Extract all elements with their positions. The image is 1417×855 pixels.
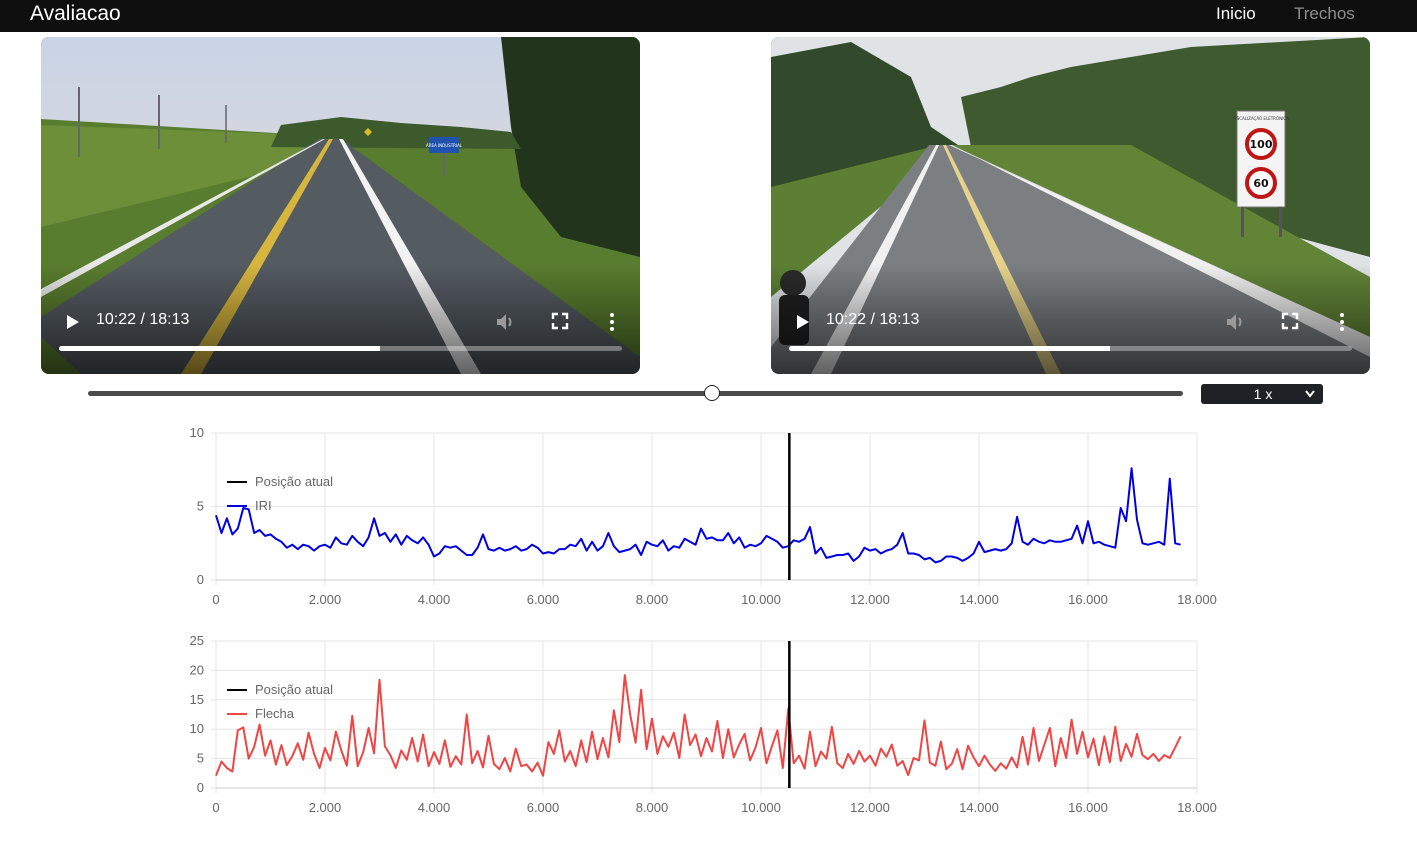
play-icon[interactable] — [63, 312, 83, 332]
legend-flecha-label: Flecha — [255, 706, 295, 721]
iri-y-tick-label: 0 — [197, 572, 204, 587]
flecha-x-tick-label: 6.000 — [527, 800, 560, 815]
flecha-y-tick-label: 20 — [190, 662, 204, 677]
iri-x-tick-label: 18.000 — [1177, 592, 1217, 607]
video-progress-fill — [59, 346, 381, 351]
iri-x-tick-label: 16.000 — [1068, 592, 1108, 607]
video-progress[interactable] — [59, 346, 622, 351]
iri-x-tick-label: 2.000 — [309, 592, 342, 607]
speed-select[interactable]: 1 x — [1201, 384, 1323, 404]
iri-x-tick-label: 0 — [212, 592, 219, 607]
fullscreen-icon[interactable] — [1281, 312, 1299, 330]
iri-chart-svg: 0 2.000 4.000 6.000 8.000 10.000 12.000 14.000 1… — [190, 425, 1217, 607]
iri-chart: 0 2.000 4.000 6.000 8.000 10.000 12.000 14.000 1… — [180, 425, 1220, 610]
flecha-y-tick-label: 15 — [190, 692, 204, 707]
iri-series-line — [215, 467, 1181, 564]
legend-position-label: Posição atual — [255, 682, 334, 697]
fullscreen-icon[interactable] — [551, 312, 569, 330]
iri-x-tick-label: 8.000 — [636, 592, 669, 607]
flecha-chart-svg: 0 2.000 4.000 6.000 8.000 10.000 12.000 14.000 1… — [190, 633, 1217, 815]
position-slider-thumb[interactable] — [704, 385, 721, 401]
chevron-down-icon — [1305, 390, 1315, 398]
info-sign-board — [429, 137, 459, 153]
flecha-x-tick-label: 16.000 — [1068, 800, 1108, 815]
flecha-y-tick-label: 25 — [190, 633, 204, 648]
iri-y-tick-label: 10 — [190, 425, 204, 440]
nav-inicio[interactable]: Inicio — [1216, 4, 1256, 23]
flecha-x-tick-label: 8.000 — [636, 800, 669, 815]
navbar: Avaliacao Inicio Trechos — [0, 0, 1417, 32]
flecha-series-line — [215, 674, 1182, 777]
legend-position-label: Posição atual — [255, 474, 334, 489]
video-player-front[interactable]: ÁREA INDUSTRIAL 10:22 / 18:13 — [41, 37, 640, 374]
speed-limit-1: 100 — [1250, 138, 1273, 151]
nav-trechos[interactable]: Trechos — [1294, 4, 1355, 23]
flecha-y-tick-label: 0 — [197, 780, 204, 795]
position-slider-track[interactable] — [88, 391, 1183, 396]
video-progress[interactable] — [789, 346, 1352, 351]
speed-sign-header: FISCALIZAÇÃO ELETRÔNICA — [1233, 116, 1289, 121]
video-time: 10:22 / 18:13 — [96, 311, 190, 328]
video-progress-fill — [789, 346, 1111, 351]
brand-title[interactable]: Avaliacao — [30, 2, 121, 25]
legend-iri-label: IRI — [255, 498, 272, 513]
more-options-icon[interactable] — [607, 311, 617, 333]
volume-icon[interactable] — [1224, 311, 1246, 333]
flecha-x-tick-label: 14.000 — [959, 800, 999, 815]
flecha-x-tick-label: 12.000 — [850, 800, 890, 815]
flecha-chart: 0 2.000 4.000 6.000 8.000 10.000 12.000 14.000 1… — [180, 633, 1220, 818]
volume-icon[interactable] — [494, 311, 516, 333]
video-time: 10:22 / 18:13 — [826, 311, 920, 328]
iri-x-tick-label: 6.000 — [527, 592, 560, 607]
iri-x-tick-label: 14.000 — [959, 592, 999, 607]
flecha-x-tick-label: 2.000 — [309, 800, 342, 815]
iri-x-tick-label: 12.000 — [850, 592, 890, 607]
video-player-rear[interactable]: FISCALIZAÇÃO ELETRÔNICA 100 60 10:22 / 1… — [771, 37, 1370, 374]
flecha-x-tick-label: 18.000 — [1177, 800, 1217, 815]
info-sign-text: ÁREA INDUSTRIAL — [426, 143, 463, 148]
flecha-x-tick-label: 10.000 — [741, 800, 781, 815]
iri-y-tick-label: 5 — [197, 499, 204, 514]
flecha-y-tick-label: 5 — [197, 751, 204, 766]
play-icon[interactable] — [793, 312, 813, 332]
iri-x-tick-label: 10.000 — [741, 592, 781, 607]
flecha-x-tick-label: 4.000 — [418, 800, 451, 815]
speed-value: 1 x — [1253, 386, 1273, 402]
speed-limit-2: 60 — [1253, 177, 1269, 190]
iri-x-tick-label: 4.000 — [418, 592, 451, 607]
flecha-x-tick-label: 0 — [212, 800, 219, 815]
flecha-y-tick-label: 10 — [190, 721, 204, 736]
more-options-icon[interactable] — [1337, 311, 1347, 333]
